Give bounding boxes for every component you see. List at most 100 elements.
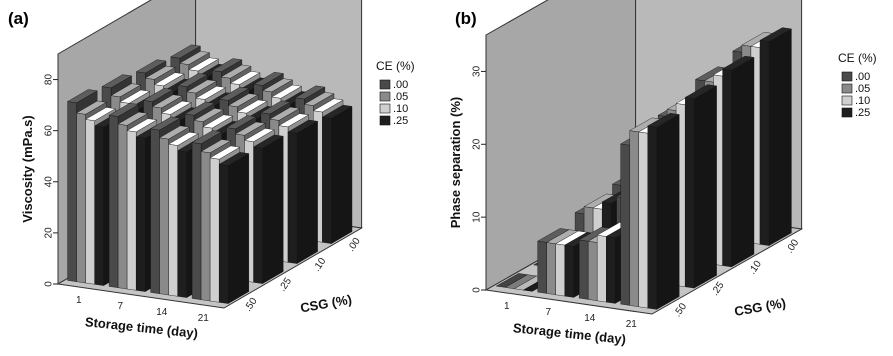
bar-top: [225, 115, 257, 130]
bar-front: [117, 123, 128, 290]
bar-top: [209, 145, 241, 160]
bar-front: [135, 136, 146, 292]
bar-front: [629, 130, 639, 308]
bar-front: [647, 125, 657, 310]
bar-top: [684, 84, 718, 99]
bar-top: [195, 85, 227, 100]
bar-side: [262, 135, 284, 284]
bar-front: [85, 119, 95, 285]
y-tick-label: 20: [44, 227, 55, 239]
x-axis-title: Storage time (day): [84, 314, 198, 341]
x-tick-label: 21: [198, 313, 210, 324]
bar-21-.10-.25: [287, 119, 319, 264]
y-tick-label: 0: [472, 287, 483, 293]
bar-top: [220, 64, 252, 79]
y-tick-label: 60: [44, 125, 55, 137]
bar-top: [218, 152, 250, 166]
legend-swatch: [379, 115, 391, 126]
bar-top: [321, 104, 353, 119]
y-axis-title: Viscosity (mPa.s): [20, 115, 35, 222]
bar-top: [191, 130, 223, 145]
bar-top: [168, 131, 199, 146]
bar-top: [119, 89, 151, 104]
bar-top: [151, 94, 183, 109]
legend-label: .00: [855, 71, 870, 83]
x-tick-label: 21: [626, 319, 638, 330]
bar-21-.50-.25: [218, 152, 250, 304]
bar-top: [721, 55, 755, 71]
y-tick-label: 20: [472, 138, 483, 150]
bar-top: [271, 84, 303, 99]
bar-front: [579, 239, 589, 300]
y-tick-label: 10: [472, 211, 483, 223]
bar-front: [94, 125, 104, 286]
bar-21-.25-.25: [253, 134, 284, 284]
bar-side: [227, 153, 250, 304]
bar-front: [253, 146, 263, 284]
bar-front: [555, 243, 565, 297]
bar-top: [144, 65, 176, 80]
bar-top: [312, 98, 344, 113]
bar-top: [303, 92, 335, 106]
x-tick-label: 14: [156, 307, 168, 318]
z-axis-title: CSG (%): [299, 292, 353, 316]
x-tick-label: 7: [117, 301, 123, 312]
bar-top: [253, 134, 284, 149]
z-tick-label: .25: [710, 280, 727, 298]
bar-top: [85, 107, 116, 121]
bar-front: [537, 240, 547, 294]
legend-label: .10: [393, 103, 408, 115]
legend-title: CE (%): [838, 51, 877, 65]
z-tick-label: .50: [672, 301, 689, 319]
bar-front: [722, 68, 732, 268]
bar-front: [685, 97, 695, 289]
bar-top: [159, 125, 190, 140]
bar-side: [331, 106, 353, 244]
z-tick-label: .10: [747, 259, 764, 277]
x-tick-label: 14: [584, 313, 596, 324]
bar-top: [188, 57, 220, 72]
bar-top: [135, 59, 167, 74]
bar-top: [142, 88, 174, 102]
bar-top: [229, 71, 261, 85]
legend-swatch: [379, 79, 391, 90]
bar-top: [200, 139, 232, 154]
x-axis-title: Storage time (day): [512, 320, 626, 347]
legend-title: CE (%): [376, 59, 415, 73]
bar-front: [564, 244, 574, 298]
bar-top: [269, 106, 301, 121]
bar-top: [126, 118, 158, 133]
bar-front: [588, 240, 598, 302]
bar-side: [768, 28, 792, 246]
bar-front: [759, 40, 770, 246]
panel-label: (b): [455, 9, 477, 28]
z-tick-label: .50: [243, 296, 260, 314]
legend-swatch: [379, 91, 391, 102]
bar-front: [606, 236, 616, 304]
bar-front: [546, 242, 556, 296]
bar-side: [694, 85, 717, 289]
bar-top: [67, 89, 98, 104]
bar-top: [287, 119, 319, 134]
bar-top: [150, 116, 181, 131]
bar-top: [759, 27, 793, 42]
bar-side: [656, 114, 680, 310]
y-tick-label: 80: [44, 74, 55, 86]
panel-label: (a): [8, 9, 29, 28]
bar-front: [209, 157, 220, 303]
bar-top: [177, 73, 209, 87]
z-tick-label: .10: [311, 256, 328, 274]
bar-top: [278, 113, 310, 128]
bar-top: [108, 102, 140, 117]
legend-label: .00: [393, 79, 408, 91]
z-tick-label: .25: [277, 276, 294, 294]
bar-21-.50-.25: [647, 112, 680, 310]
legend-label: .05: [393, 91, 408, 103]
bar-front: [200, 151, 211, 302]
legend-swatch: [841, 83, 853, 94]
bar-front: [126, 130, 137, 291]
legend-swatch: [841, 71, 853, 82]
bar-front: [620, 143, 630, 306]
